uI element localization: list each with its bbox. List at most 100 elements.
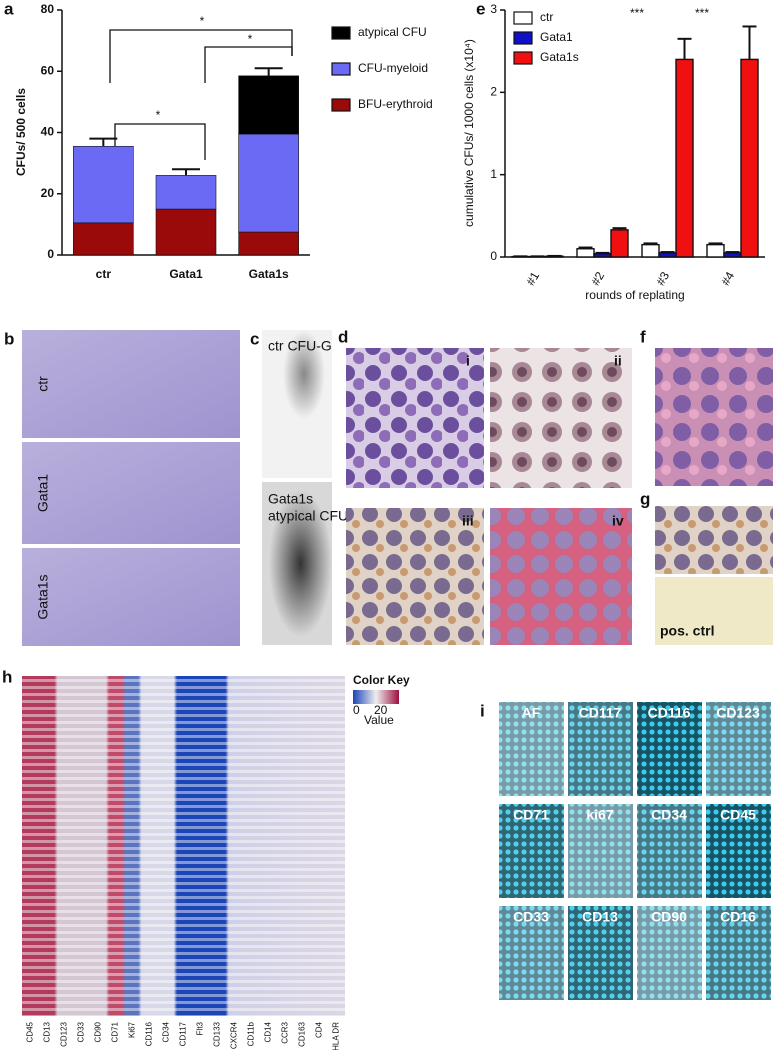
bar [155, 208, 217, 256]
image-caption: ctr CFU-G [268, 338, 332, 354]
annotation: * [200, 14, 205, 28]
heatmap-column-label: CD90 [94, 1021, 103, 1042]
bar [641, 243, 660, 258]
x-tick-label: ctr [96, 267, 112, 281]
heatmap-column-label: CD4 [315, 1021, 324, 1038]
y-tick-label: 80 [41, 2, 55, 16]
bar [593, 253, 612, 258]
y-tick-label: 1 [490, 167, 497, 181]
color-key-label: Value [364, 713, 394, 727]
color-key-tick: 20 [374, 703, 388, 717]
y-tick-label: 40 [41, 125, 55, 139]
image-caption: pos. ctrl [660, 623, 714, 639]
x-tick-label: Gata1 [169, 267, 203, 281]
row-label: ctr [35, 376, 51, 392]
fluorescence-image [706, 906, 771, 1000]
heatmap-column-label: CXCR4 [230, 1021, 239, 1049]
fluorescence-image [499, 906, 564, 1000]
color-key-title: Color Key [353, 673, 410, 687]
tile-label: CD16 [720, 909, 756, 925]
panel-label: i [480, 701, 485, 720]
y-axis-label: cumulative CFUs/ 1000 cells (x10⁴) [462, 39, 476, 227]
micrograph [490, 348, 632, 488]
x-tick-label: Gata1s [249, 267, 289, 281]
annotation: *** [630, 6, 644, 20]
bar [238, 75, 299, 135]
heatmap-column-label: CD133 [213, 1021, 222, 1046]
tile-label: CD71 [513, 807, 549, 823]
tile-label: ki67 [586, 807, 613, 823]
fluorescence-image [568, 702, 633, 796]
bar [576, 248, 595, 258]
bar [73, 145, 134, 224]
x-tick-label: #1 [523, 269, 542, 288]
colony-image [262, 330, 332, 478]
legend-swatch [513, 31, 533, 45]
heatmap-column-label: CD163 [298, 1021, 307, 1046]
micrograph [346, 348, 484, 488]
panel-label: g [640, 489, 650, 508]
bar [658, 252, 677, 258]
heatmap-column-label: CD11b [247, 1021, 256, 1046]
y-tick-label: 3 [490, 2, 497, 16]
image-label: i [466, 353, 470, 369]
heatmap-column-label: Flt3 [196, 1021, 205, 1035]
heatmap-column-label: CD116 [145, 1021, 154, 1046]
bar [238, 231, 299, 256]
heatmap-column-label: CCR3 [281, 1021, 290, 1043]
micrograph [490, 508, 632, 645]
fluorescence-image [568, 804, 633, 898]
x-tick-label: #2 [588, 269, 607, 288]
legend-label: CFU-myeloid [358, 61, 428, 75]
tile-label: CD34 [651, 807, 687, 823]
legend-label: BFU-erythroid [358, 97, 433, 111]
heatmap-column-label: HLA DR [332, 1022, 341, 1050]
significance-brackets [109, 29, 293, 166]
micrograph [655, 577, 773, 645]
image-caption: atypical CFU [268, 508, 348, 524]
fluorescence-image [637, 804, 702, 898]
y-tick-label: 20 [41, 186, 55, 200]
tile-label: CD45 [720, 807, 756, 823]
row-label: Gata1 [35, 474, 51, 512]
bar [238, 133, 299, 233]
colony-image [262, 482, 332, 645]
panel-label: c [250, 329, 259, 348]
image-label: iii [462, 513, 474, 529]
bar [675, 58, 694, 258]
row-label: Gata1s [35, 574, 51, 619]
heatmap-column-label: CD117 [179, 1021, 188, 1046]
legend-label: ctr [540, 10, 553, 24]
image-label: iv [612, 513, 624, 529]
legend-label: Gata1 [540, 30, 573, 44]
bar [610, 229, 629, 258]
heatmap-column-label: CD71 [111, 1021, 120, 1042]
y-tick-label: 60 [41, 63, 55, 77]
x-tick-label: #4 [718, 269, 737, 288]
fluorescence-image [706, 702, 771, 796]
panel-label: b [4, 329, 14, 348]
legend-swatch [331, 26, 351, 40]
heatmap-column-label: CD13 [43, 1021, 52, 1042]
x-tick-label: #3 [653, 269, 672, 288]
y-axis-label: CFUs/ 500 cells [14, 88, 28, 176]
fluorescence-image [637, 906, 702, 1000]
fluorescence-image [568, 906, 633, 1000]
legend-label: Gata1s [540, 50, 579, 64]
x-axis-label: rounds of replating [585, 288, 684, 302]
legend-swatch [513, 11, 533, 25]
heatmap-column-label: CD14 [264, 1021, 273, 1042]
tile-label: CD116 [648, 705, 691, 721]
heatmap-column-label: CD33 [77, 1021, 86, 1042]
fluorescence-image [706, 804, 771, 898]
legend-label: atypical CFU [358, 25, 427, 39]
legend-swatch [513, 51, 533, 65]
image-label: ii [614, 353, 622, 369]
color-key [353, 690, 399, 704]
panel-label: f [640, 327, 646, 346]
y-tick-label: 0 [490, 249, 497, 263]
y-tick-label: 2 [490, 85, 497, 99]
tile-label: CD123 [716, 705, 760, 721]
micrograph [655, 348, 773, 486]
